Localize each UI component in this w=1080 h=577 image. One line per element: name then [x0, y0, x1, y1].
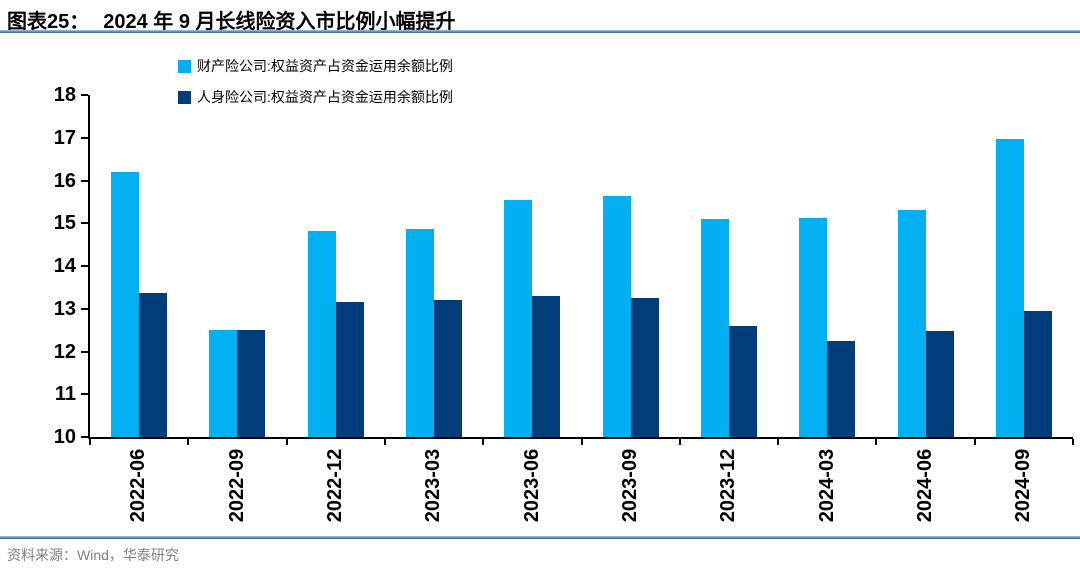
figure-title: 图表25： 2024 年 9 月长线险资入市比例小幅提升: [7, 5, 456, 34]
y-tick-label: 11: [54, 383, 76, 406]
x-tick-mark: [89, 439, 91, 445]
x-axis-label: 2023-09: [586, 443, 676, 528]
x-axis-label: 2022-09: [192, 443, 282, 528]
x-tick-mark: [580, 439, 583, 445]
x-axis-label-text: 2024-09: [1012, 448, 1035, 523]
x-axis-label-text: 2022-12: [324, 448, 347, 523]
x-axis-label: 2022-12: [291, 443, 381, 528]
x-tick-mark: [187, 439, 190, 445]
x-tick-mark: [777, 439, 780, 445]
x-tick-mark: [285, 439, 288, 445]
y-tick-label: 13: [53, 297, 76, 320]
x-axis-label: 2024-03: [782, 443, 872, 528]
y-tick-mark: [81, 179, 88, 182]
x-axis-label-text: 2024-06: [914, 448, 937, 523]
legend-label-property: 财产险公司:权益资产占资金运用余额比例: [197, 58, 453, 74]
bar-property-2023-06: [504, 199, 533, 437]
x-axis-label-text: 2024-03: [815, 448, 838, 523]
x-axis-label: 2024-06: [881, 443, 971, 528]
y-tick-mark: [81, 265, 88, 267]
bar-property-2024-03: [799, 218, 828, 437]
title-divider: [0, 30, 1080, 33]
bar-property-2024-06: [897, 209, 926, 437]
y-axis-line: [88, 95, 90, 439]
footer-divider: [0, 536, 1080, 539]
bar-life-2023-12: [728, 325, 757, 437]
bar-life-2022-06: [139, 292, 168, 437]
y-tick-mark: [81, 222, 88, 225]
y-tick-label: 10: [53, 426, 76, 448]
legend-item-property-insurance: 财产险公司:权益资产占资金运用余额比例: [178, 58, 453, 74]
x-axis-label-text: 2023-09: [619, 448, 642, 523]
bar-life-2024-06: [925, 330, 954, 437]
bar-property-2022-06: [111, 171, 140, 437]
x-axis-label: 2023-06: [487, 443, 577, 528]
y-tick-label: 16: [53, 169, 76, 192]
x-tick-mark: [973, 439, 976, 445]
source-note: 资料来源：Wind，华泰研究: [7, 547, 179, 563]
legend-swatch-life-icon: [178, 90, 191, 104]
y-tick-label: 15: [53, 212, 76, 235]
x-axis-label: 2024-09: [979, 443, 1069, 528]
bar-property-2023-09: [602, 195, 631, 437]
bar-property-2023-12: [700, 218, 729, 437]
x-tick-mark: [875, 439, 878, 445]
bar-life-2024-09: [1023, 310, 1052, 437]
x-axis-label-text: 2022-09: [225, 448, 248, 523]
y-tick-mark: [81, 393, 88, 396]
figure-title-text: 2024 年 9 月长线险资入市比例小幅提升: [103, 11, 456, 33]
y-tick-mark: [81, 350, 88, 353]
bar-property-2024-09: [995, 139, 1024, 437]
figure-number-label: 图表25：: [7, 11, 90, 33]
chart-legend: 财产险公司:权益资产占资金运用余额比例 人身险公司:权益资产占资金运用余额比例: [178, 58, 453, 120]
legend-label-life: 人身险公司:权益资产占资金运用余额比例: [197, 89, 453, 105]
y-tick-label: 17: [53, 126, 76, 149]
y-tick-label: 14: [53, 255, 76, 277]
x-axis-label-text: 2023-06: [520, 448, 543, 523]
bar-property-2023-03: [406, 228, 435, 437]
bar-property-2022-12: [307, 230, 336, 437]
x-axis-label: 2023-03: [389, 443, 479, 528]
x-axis-label: 2022-06: [94, 443, 184, 528]
x-tick-mark: [482, 439, 485, 445]
y-tick-mark: [81, 136, 88, 139]
x-tick-mark: [383, 439, 386, 445]
bar-life-2023-03: [434, 300, 463, 437]
legend-item-life-insurance: 人身险公司:权益资产占资金运用余额比例: [178, 89, 453, 105]
bar-property-2022-09: [209, 330, 238, 437]
legend-swatch-property-icon: [178, 59, 191, 73]
x-tick-mark: [678, 439, 681, 445]
bar-life-2023-09: [630, 298, 659, 437]
x-axis-label-text: 2023-03: [422, 448, 445, 523]
y-tick-label: 18: [53, 84, 76, 106]
x-axis-label-text: 2022-06: [127, 448, 150, 523]
x-axis-label-text: 2023-12: [717, 448, 740, 523]
x-axis-line: [88, 437, 1073, 439]
y-tick-mark: [81, 307, 88, 310]
y-tick-label: 12: [53, 340, 76, 363]
y-tick-mark: [81, 436, 88, 438]
x-tick-mark: [1072, 439, 1074, 445]
bar-life-2023-06: [532, 295, 561, 437]
x-axis-label: 2023-12: [684, 443, 774, 528]
bar-life-2022-12: [335, 302, 364, 437]
bar-life-2024-03: [827, 340, 856, 437]
y-tick-mark: [81, 94, 88, 96]
bar-life-2022-09: [237, 330, 266, 437]
